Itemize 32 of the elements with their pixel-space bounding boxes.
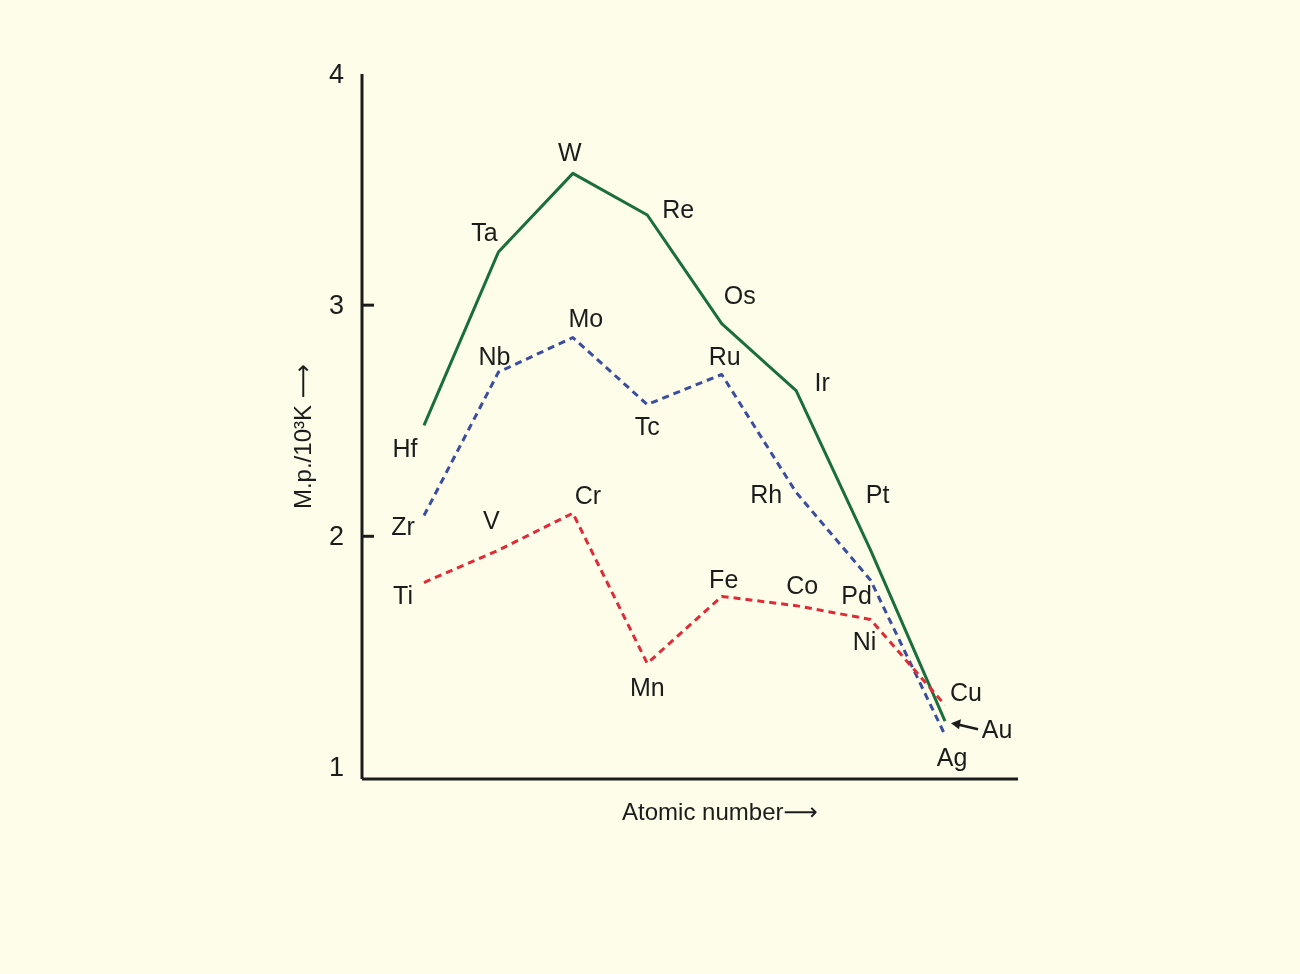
data-label: Tc xyxy=(634,411,660,440)
data-label: Mn xyxy=(629,673,665,702)
data-label: W xyxy=(558,138,583,167)
data-label: Ta xyxy=(471,217,498,246)
data-label: Ni xyxy=(852,626,877,655)
data-label: Nb xyxy=(478,342,511,371)
y-tick-label: 3 xyxy=(328,290,344,321)
data-label: Pd xyxy=(841,581,872,610)
data-label: Fe xyxy=(709,565,739,594)
line-series xyxy=(422,171,947,723)
data-label: Pt xyxy=(865,480,890,509)
data-label: Os xyxy=(723,280,756,309)
line-series xyxy=(422,511,947,707)
x-axis-title: Atomic number⟶ xyxy=(622,797,818,825)
y-tick-label: 1 xyxy=(328,752,344,783)
data-label: Co xyxy=(786,570,819,599)
data-label: Ag xyxy=(936,743,968,772)
y-tick-label: 4 xyxy=(328,59,344,89)
data-label: Zr xyxy=(391,512,415,541)
data-label: Cu xyxy=(950,678,982,707)
data-label: Mo xyxy=(568,303,604,332)
data-label: Au xyxy=(981,715,1013,744)
data-label: Re xyxy=(662,195,695,223)
data-label: V xyxy=(483,506,501,535)
y-tick-label: 2 xyxy=(328,521,344,552)
data-label: Cr xyxy=(574,481,602,510)
data-label: Rh xyxy=(750,480,783,509)
data-label: Ru xyxy=(708,342,741,371)
data-label: Ir xyxy=(814,367,830,396)
data-label: Ti xyxy=(393,580,413,609)
y-axis-title: M.p./10³K ⟶ xyxy=(288,363,316,510)
data-label: Hf xyxy=(392,434,418,463)
